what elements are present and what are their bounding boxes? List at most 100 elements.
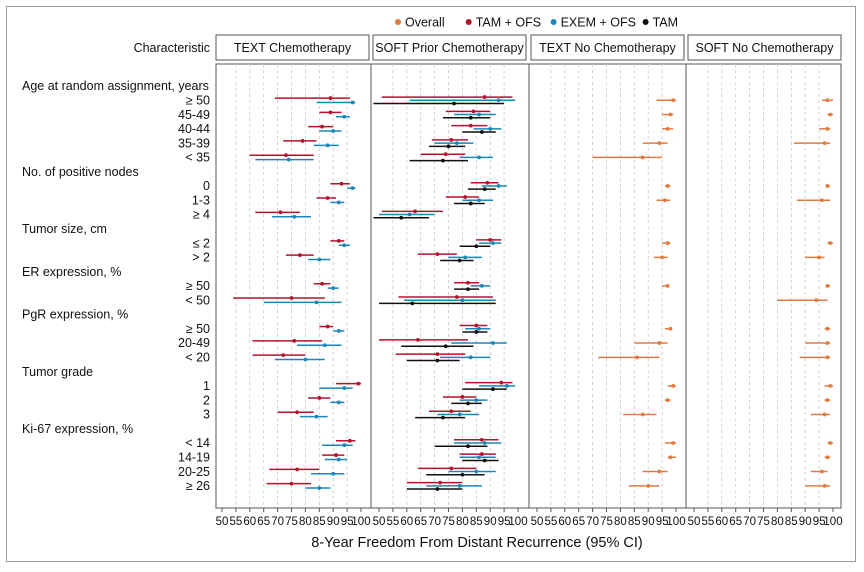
point-estimate <box>825 455 830 460</box>
point-estimate <box>825 98 830 103</box>
x-tick-label: 90 <box>642 516 655 528</box>
x-tick-label: 65 <box>572 516 585 528</box>
point-estimate <box>825 126 830 131</box>
row-label: 20-25 <box>178 465 210 479</box>
x-tick-label: 60 <box>715 516 728 528</box>
point-estimate <box>463 255 468 260</box>
legend-label: TAM + OFS <box>476 16 541 30</box>
point-estimate <box>317 396 322 400</box>
x-tick-label: 100 <box>508 516 527 528</box>
row-label: 3 <box>203 408 210 422</box>
x-tick-label: 55 <box>387 516 400 528</box>
x-tick-label: 95 <box>813 516 826 528</box>
point-estimate <box>671 98 676 103</box>
point-estimate <box>468 201 473 206</box>
x-tick-label: 75 <box>285 516 298 528</box>
point-estimate <box>331 129 336 133</box>
point-estimate <box>342 114 347 119</box>
point-estimate <box>336 329 341 333</box>
point-estimate <box>817 255 821 260</box>
point-estimate <box>828 241 833 245</box>
point-estimate <box>336 457 341 462</box>
row-label: ≥ 4 <box>193 208 210 222</box>
point-estimate <box>443 152 448 157</box>
point-estimate <box>342 243 347 248</box>
point-estimate <box>482 187 487 192</box>
point-estimate <box>819 469 824 474</box>
row-label: 1 <box>203 379 210 393</box>
row-label: ≥ 50 <box>186 322 210 336</box>
point-estimate <box>822 483 827 488</box>
row-label: < 20 <box>185 351 210 365</box>
point-estimate <box>819 198 824 203</box>
point-estimate <box>454 141 459 146</box>
point-estimate <box>477 112 481 117</box>
point-estimate <box>822 141 827 146</box>
x-tick-label: 60 <box>243 516 256 528</box>
point-estimate <box>828 112 833 117</box>
point-estimate <box>289 296 294 300</box>
point-estimate <box>665 398 670 403</box>
point-estimate <box>435 352 440 357</box>
row-label: 0 <box>203 179 210 193</box>
point-estimate <box>477 198 481 203</box>
point-estimate <box>457 483 462 488</box>
x-tick-label: 85 <box>470 516 483 528</box>
x-tick-label: 70 <box>428 516 441 528</box>
point-estimate <box>477 455 481 460</box>
point-estimate <box>342 443 347 448</box>
panel-title: SOFT Prior Chemotherapy <box>375 41 524 55</box>
point-estimate <box>407 212 412 217</box>
row-group-heading: ER expression, % <box>22 265 121 279</box>
x-tick-label: 80 <box>456 516 469 528</box>
point-estimate <box>281 353 286 358</box>
row-label: < 50 <box>185 293 210 307</box>
point-estimate <box>665 184 670 188</box>
point-estimate <box>499 380 504 385</box>
row-label: 20-49 <box>178 336 210 350</box>
point-estimate <box>300 139 305 143</box>
point-estimate <box>662 198 667 203</box>
point-estimate <box>320 281 324 286</box>
x-tick-label: 75 <box>757 516 770 528</box>
point-estimate <box>435 358 440 363</box>
point-estimate <box>657 141 662 146</box>
point-estimate <box>825 341 830 345</box>
point-estimate <box>441 415 445 420</box>
point-estimate <box>460 395 465 399</box>
row-label: > 2 <box>192 251 210 265</box>
panel-header-box <box>372 34 527 61</box>
row-label: ≥ 50 <box>186 279 210 293</box>
x-tick-label: 75 <box>442 516 455 528</box>
point-estimate <box>297 253 302 258</box>
point-estimate <box>485 180 490 185</box>
point-estimate <box>328 110 333 115</box>
point-estimate <box>665 126 670 131</box>
x-tick-label: 50 <box>531 516 544 528</box>
row-label: 14-19 <box>178 450 210 464</box>
point-estimate <box>317 257 322 262</box>
row-label: 45-49 <box>178 108 210 122</box>
figure-frame <box>6 6 856 562</box>
point-estimate <box>825 355 830 360</box>
point-estimate <box>289 481 294 486</box>
point-estimate <box>474 330 479 334</box>
x-tick-label: 50 <box>216 516 229 528</box>
x-tick-label: 100 <box>823 516 842 528</box>
point-estimate <box>416 337 420 342</box>
point-estimate <box>284 153 288 158</box>
point-estimate <box>488 237 493 242</box>
panel-title: SOFT No Chemotherapy <box>695 41 834 55</box>
point-estimate <box>449 138 454 142</box>
x-tick-label: 95 <box>656 516 669 528</box>
point-estimate <box>325 196 330 200</box>
point-estimate <box>825 284 830 288</box>
panel-header-box <box>530 34 685 61</box>
point-estimate <box>468 123 473 128</box>
point-estimate <box>466 401 470 406</box>
point-estimate <box>463 195 468 199</box>
point-estimate <box>314 414 319 419</box>
point-estimate <box>491 241 495 245</box>
point-estimate <box>825 184 830 188</box>
x-tick-label: 70 <box>271 516 284 528</box>
